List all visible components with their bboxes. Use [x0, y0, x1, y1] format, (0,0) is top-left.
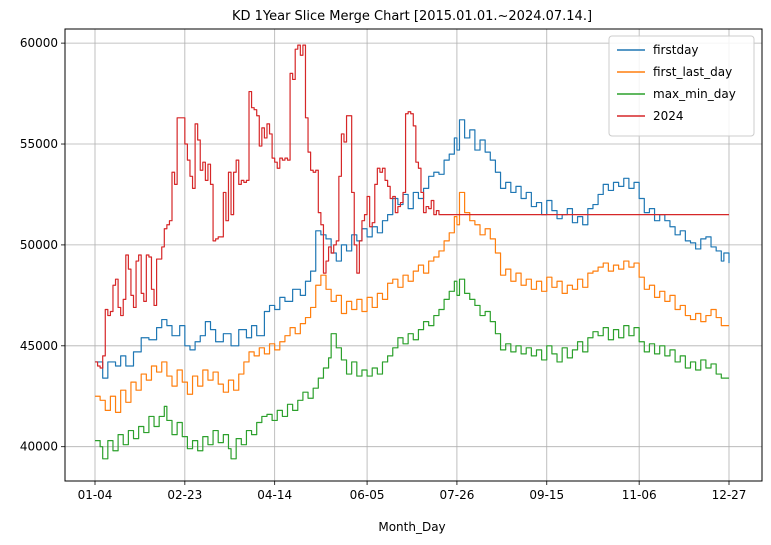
chart-title: KD 1Year Slice Merge Chart [2015.01.01.~…: [232, 9, 592, 24]
legend-label-first-last-day: first_last_day: [653, 65, 732, 79]
series-lines: [95, 44, 730, 460]
x-tick-label: 04-14: [257, 488, 292, 502]
x-tick-label: 12-27: [712, 488, 747, 502]
x-tick-label: 01-04: [78, 488, 113, 502]
y-tick-label: 40000: [20, 440, 58, 454]
axis-ticks: 01-04 02-23 04-14 06-05 07-26 09-15 11-06 12-27…: [20, 36, 747, 502]
x-tick-label: 06-05: [350, 488, 385, 502]
series-line-first-last-day: [95, 191, 729, 413]
series-line-max-min-day: [95, 278, 729, 460]
plot-frame: [64, 28, 763, 482]
x-axis-title: Month_Day: [378, 520, 445, 534]
series-line-firstday: [95, 119, 730, 379]
x-tick-label: 02-23: [167, 488, 202, 502]
x-tick-label: 09-15: [529, 488, 564, 502]
x-tick-label: 07-26: [439, 488, 474, 502]
y-tick-label: 60000: [20, 36, 58, 50]
legend-label-firstday: firstday: [653, 43, 699, 57]
legend: firstday first_last_day max_min_day 2024: [608, 35, 755, 137]
y-tick-label: 50000: [20, 238, 58, 252]
y-tick-label: 45000: [20, 339, 58, 353]
series-line-2024: [95, 44, 729, 369]
legend-label-max-min-day: max_min_day: [653, 87, 736, 101]
x-tick-label: 11-06: [622, 488, 657, 502]
y-tick-label: 55000: [20, 137, 58, 151]
legend-box: [608, 35, 755, 137]
legend-label-2024: 2024: [653, 109, 684, 123]
